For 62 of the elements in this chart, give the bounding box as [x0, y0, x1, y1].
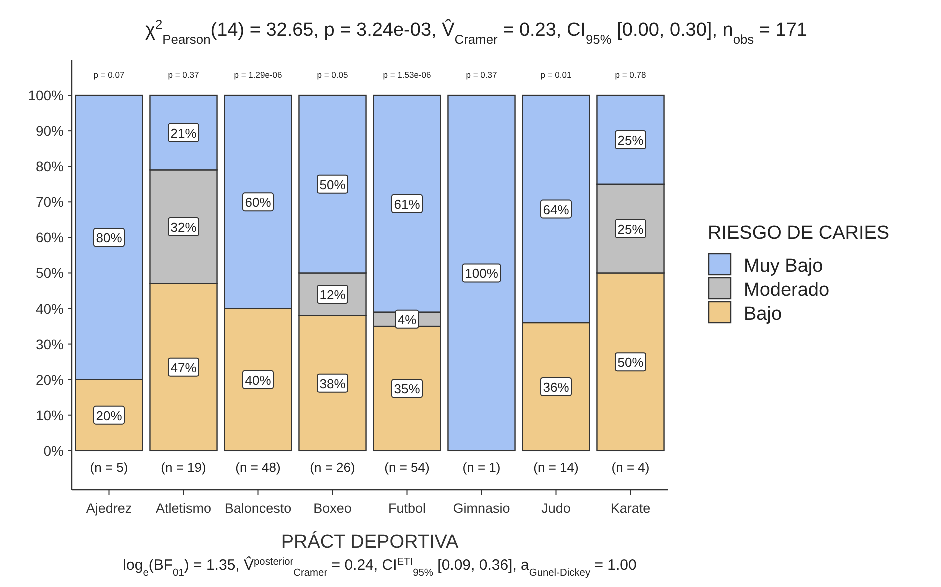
y-tick-label: 10% — [36, 407, 64, 424]
legend-title: RIESGO DE CARIES — [708, 223, 890, 244]
data-label: 35% — [394, 382, 421, 397]
y-tick-label: 80% — [36, 158, 64, 175]
annotation: p = 0.78 — [615, 70, 646, 80]
bar — [448, 94, 516, 452]
legend-label: Moderado — [744, 280, 830, 301]
y-tick-label: 70% — [36, 194, 64, 210]
y-tick-label: 20% — [36, 372, 64, 388]
legend-label: Bajo — [744, 304, 782, 325]
x-tick-label: Baloncesto — [224, 501, 292, 516]
annotation: p = 0.37 — [168, 70, 200, 80]
annotation: (n = 19) — [161, 460, 206, 475]
data-label: 4% — [398, 312, 418, 328]
x-tick-label: Ajedrez — [86, 501, 132, 516]
y-tick-label: 0% — [44, 442, 64, 459]
y-tick-label: 40% — [36, 300, 64, 317]
y-tick-label: 60% — [36, 230, 64, 246]
data-label: 80% — [96, 230, 123, 246]
annotation: (n = 54) — [384, 460, 430, 475]
x-tick-label: Gimnasio — [453, 501, 510, 516]
annotation: (n = 4) — [612, 460, 650, 475]
x-tick-label: Atletismo — [156, 501, 212, 516]
data-label: 36% — [543, 380, 570, 395]
legend-label: Muy Bajo — [744, 256, 824, 277]
y-tick-label: 50% — [36, 265, 64, 282]
data-label: 40% — [245, 372, 272, 388]
x-tick-label: Futbol — [388, 501, 426, 516]
annotation: (n = 48) — [236, 460, 281, 475]
x-tick-label: Judo — [542, 501, 571, 516]
x-axis-title: PRÁCT DEPORTIVA — [281, 531, 460, 553]
annotation: p = 1.53e-06 — [383, 70, 432, 80]
annotation: (n = 26) — [310, 460, 356, 475]
data-label: 20% — [96, 408, 123, 424]
data-label: 64% — [543, 202, 570, 218]
y-tick-label: 100% — [28, 88, 64, 104]
data-label: 100% — [465, 266, 499, 282]
data-label: 12% — [320, 288, 346, 303]
data-label: 25% — [618, 132, 644, 148]
data-label: 21% — [170, 126, 198, 141]
data-label: 32% — [170, 220, 198, 236]
y-tick-label: 90% — [36, 123, 64, 140]
annotation: p = 1.29e-06 — [234, 70, 282, 80]
annotation: p = 0.05 — [317, 70, 348, 80]
annotation: p = 0.37 — [466, 70, 498, 80]
data-label: 50% — [618, 355, 644, 370]
data-label: 50% — [320, 177, 346, 192]
x-tick-label: Karate — [610, 501, 651, 516]
data-label: 38% — [320, 376, 346, 392]
data-label: 61% — [394, 196, 421, 212]
data-label: 47% — [170, 360, 198, 376]
annotation: (n = 1) — [462, 460, 501, 475]
data-label: 25% — [618, 222, 644, 237]
data-label: 60% — [245, 195, 272, 210]
y-tick-label: 30% — [36, 336, 64, 352]
annotation: p = 0.07 — [94, 70, 125, 80]
annotation: (n = 5) — [90, 460, 128, 475]
chart-title: χ$^{2}$$_{Pearson}$(14) = 32.65, p = 3.24e-03, V̂$_{Cramer}$ = 0.23, CI$_{95%}$ [0.00, 0.30], n$_{obs}$ = 171 — [146, 16, 808, 46]
annotation: p = 0.01 — [540, 70, 572, 80]
text: log$_{e}$(BF$_{01}$) = 1.35, V̂$^{posterior}$$_{Cramer}$ = 0.24, CI$^{ETI}$$_{95%}$ [0.09, 0.36], a$_{Gunel-Dickey}$ = 1.00 — [123, 556, 637, 578]
x-tick-label: Boxeo — [314, 501, 352, 516]
annotation: (n = 14) — [534, 460, 579, 475]
